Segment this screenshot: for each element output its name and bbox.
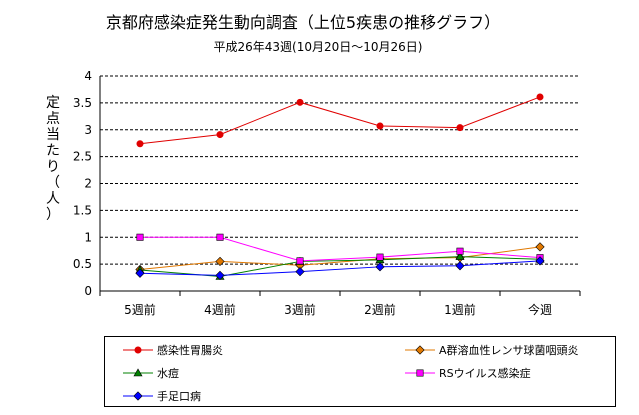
data-point	[536, 93, 544, 101]
y-tick-label: 3	[84, 123, 92, 137]
data-point	[296, 98, 304, 106]
y-tick-label: 2.5	[73, 150, 92, 164]
legend-label: 手足口病	[157, 390, 201, 403]
legend-item: 手足口病	[123, 387, 201, 405]
data-point	[456, 247, 464, 255]
legend-swatch	[123, 346, 153, 354]
data-point	[215, 270, 225, 281]
series-line	[140, 236, 541, 262]
chart: 京都府感染症発生動向調査（上位5疾患の推移グラフ） 平成26年43週(10月20…	[46, 13, 581, 317]
legend-item: 感染性胃腸炎	[123, 341, 223, 359]
data-point	[456, 124, 464, 132]
legend-swatch	[123, 368, 153, 377]
chart-subtitle: 平成26年43週(10月20日〜10月26日)	[214, 40, 423, 54]
data-point	[376, 253, 384, 261]
legend-swatch	[405, 369, 435, 377]
legend-label: 水痘	[157, 367, 179, 380]
data-point	[136, 140, 144, 148]
data-point	[376, 122, 384, 130]
y-tick-label: 1	[84, 230, 92, 244]
legend-item: 水痘	[123, 364, 179, 382]
legend-swatch	[123, 391, 153, 401]
y-tick-label: 0.5	[73, 257, 92, 271]
series-line	[139, 260, 541, 276]
legend-marker	[134, 346, 142, 354]
x-tick-label: 2週前	[364, 302, 396, 317]
x-tick-label: 4週前	[204, 302, 236, 317]
y-tick-label: 4	[84, 69, 92, 83]
legend-marker	[415, 345, 425, 355]
series-1	[136, 93, 544, 148]
data-point	[135, 268, 145, 278]
legend-label: 感染性胃腸炎	[157, 344, 223, 357]
y-tick-label: 3.5	[73, 96, 92, 110]
data-point	[216, 131, 224, 139]
legend-item: RSウイルス感染症	[405, 364, 531, 382]
data-point	[455, 261, 465, 271]
legend-marker	[133, 391, 143, 401]
series-line	[139, 96, 541, 145]
series-4	[136, 233, 544, 265]
data-point	[216, 233, 224, 241]
data-point	[535, 242, 545, 252]
series-5	[135, 256, 545, 281]
x-tick-label: 3週前	[284, 302, 316, 317]
legend: 感染性胃腸炎 A群溶血性レンサ球菌咽頭炎水痘 RSウイルス感染症手足口病	[104, 336, 616, 407]
legend-label: A群溶血性レンサ球菌咽頭炎	[439, 344, 579, 357]
legend-swatch	[405, 345, 435, 355]
series-line	[139, 246, 541, 270]
y-tick-label: 2	[84, 177, 92, 191]
x-tick-label: 5週前	[124, 302, 156, 317]
legend-item: A群溶血性レンサ球菌咽頭炎	[405, 341, 579, 359]
y-tick-label: 0	[84, 284, 92, 298]
chart-title: 京都府感染症発生動向調査（上位5疾患の推移グラフ）	[106, 13, 500, 32]
data-point	[375, 262, 385, 272]
series-3	[135, 251, 545, 280]
data-point	[136, 233, 144, 241]
legend-marker	[133, 368, 143, 377]
data-point	[455, 251, 465, 260]
data-point	[296, 257, 304, 265]
series-line	[139, 256, 541, 277]
y-axis-title: 定点当たり（人）	[46, 95, 60, 223]
x-tick-label: 今週	[528, 302, 552, 317]
legend-label: RSウイルス感染症	[439, 367, 531, 380]
data-point	[535, 256, 545, 266]
y-tick-label: 1.5	[73, 203, 92, 217]
data-point	[215, 256, 225, 267]
data-point	[295, 267, 305, 277]
x-tick-label: 1週前	[444, 302, 476, 317]
legend-marker	[416, 369, 424, 377]
